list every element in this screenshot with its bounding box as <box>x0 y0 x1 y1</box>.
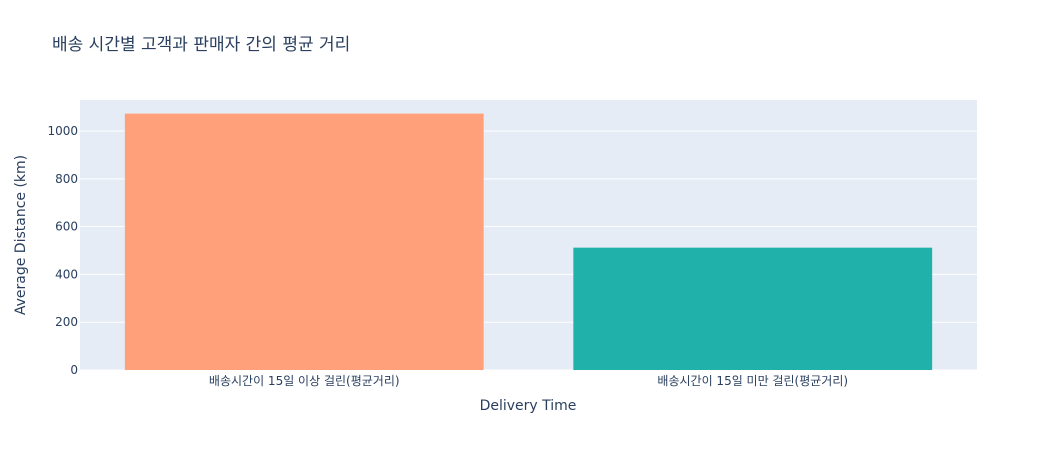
y-tick-label: 600 <box>55 220 78 234</box>
y-tick-label: 200 <box>55 315 78 329</box>
bars <box>124 113 933 370</box>
chart-title: 배송 시간별 고객과 판매자 간의 평균 거리 <box>52 35 350 55</box>
bar-2[interactable] <box>573 247 933 370</box>
x-tick-label: 배송시간이 15일 이상 걸린(평균거리) <box>209 374 400 388</box>
y-tick-label: 400 <box>55 267 78 281</box>
y-tick-label: 1000 <box>47 124 78 138</box>
x-tick-label: 배송시간이 15일 미만 걸린(평균거리) <box>657 374 848 388</box>
x-axis-title: Delivery Time <box>480 398 577 414</box>
y-axis-ticks: 0 200 400 600 800 1000 <box>47 124 78 377</box>
bar-1[interactable] <box>124 113 484 370</box>
y-tick-label: 800 <box>55 172 78 186</box>
y-axis-title: Average Distance (km) <box>13 155 29 315</box>
x-axis-ticks: 배송시간이 15일 이상 걸린(평균거리) 배송시간이 15일 미만 걸린(평균거… <box>209 374 848 388</box>
y-tick-label: 0 <box>70 363 78 377</box>
